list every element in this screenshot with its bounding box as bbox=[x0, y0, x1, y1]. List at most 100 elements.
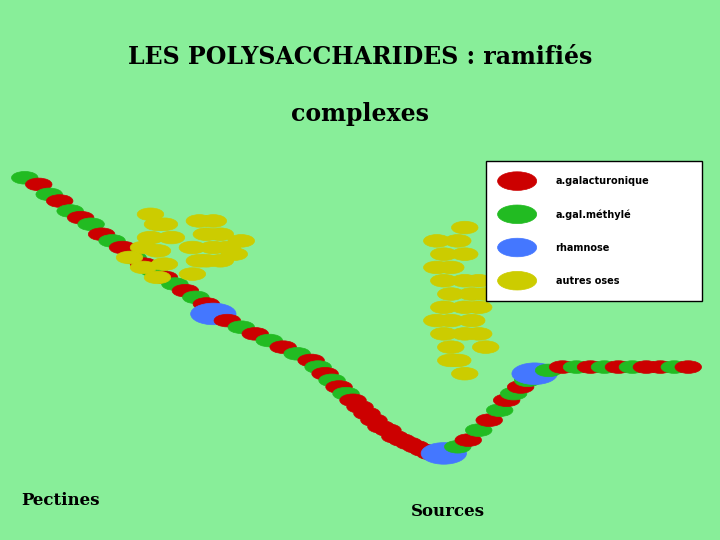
Circle shape bbox=[151, 271, 178, 284]
Circle shape bbox=[431, 248, 457, 260]
Circle shape bbox=[459, 314, 485, 327]
Circle shape bbox=[431, 328, 457, 340]
Circle shape bbox=[193, 254, 220, 267]
Circle shape bbox=[451, 221, 478, 234]
Text: Pectines: Pectines bbox=[22, 492, 100, 509]
Circle shape bbox=[179, 241, 206, 254]
Text: LES POLYSACCHARIDES : ramifiés: LES POLYSACCHARIDES : ramifiés bbox=[128, 45, 592, 69]
Circle shape bbox=[140, 265, 167, 277]
Circle shape bbox=[619, 361, 646, 373]
Circle shape bbox=[325, 381, 352, 393]
Text: a.gal.méthylé: a.gal.méthylé bbox=[556, 209, 631, 220]
Circle shape bbox=[214, 241, 240, 254]
Circle shape bbox=[549, 361, 576, 373]
Circle shape bbox=[508, 381, 534, 393]
Circle shape bbox=[423, 314, 450, 327]
Circle shape bbox=[493, 394, 520, 407]
Circle shape bbox=[382, 430, 408, 443]
Circle shape bbox=[183, 291, 209, 303]
Circle shape bbox=[130, 241, 157, 254]
Circle shape bbox=[487, 404, 513, 416]
Circle shape bbox=[498, 272, 536, 290]
Circle shape bbox=[284, 347, 310, 360]
Circle shape bbox=[591, 361, 618, 373]
Circle shape bbox=[498, 172, 536, 191]
Circle shape bbox=[228, 234, 255, 247]
Circle shape bbox=[605, 361, 631, 373]
Circle shape bbox=[465, 274, 492, 287]
Circle shape bbox=[661, 361, 688, 373]
Circle shape bbox=[472, 341, 499, 354]
Circle shape bbox=[465, 424, 492, 436]
Circle shape bbox=[498, 205, 536, 224]
Circle shape bbox=[172, 285, 199, 297]
Circle shape bbox=[535, 364, 562, 377]
Circle shape bbox=[120, 251, 146, 264]
Text: autres oses: autres oses bbox=[556, 276, 619, 286]
Circle shape bbox=[78, 218, 104, 231]
Circle shape bbox=[333, 387, 359, 400]
Circle shape bbox=[395, 437, 422, 450]
Circle shape bbox=[438, 314, 464, 327]
Circle shape bbox=[214, 314, 240, 327]
Circle shape bbox=[144, 218, 171, 231]
Circle shape bbox=[451, 248, 478, 260]
Circle shape bbox=[162, 278, 188, 291]
Circle shape bbox=[423, 234, 450, 247]
Circle shape bbox=[200, 241, 227, 254]
Circle shape bbox=[130, 261, 157, 274]
Circle shape bbox=[444, 234, 471, 247]
Text: a.galacturonique: a.galacturonique bbox=[556, 176, 649, 186]
Circle shape bbox=[228, 321, 255, 334]
Circle shape bbox=[472, 288, 499, 300]
Circle shape bbox=[354, 407, 380, 420]
Circle shape bbox=[151, 218, 178, 231]
Circle shape bbox=[410, 444, 436, 456]
Circle shape bbox=[193, 228, 220, 240]
Circle shape bbox=[347, 401, 373, 413]
Circle shape bbox=[200, 214, 227, 227]
Circle shape bbox=[151, 258, 178, 271]
Circle shape bbox=[563, 361, 590, 373]
Text: rhamnose: rhamnose bbox=[556, 242, 610, 253]
Circle shape bbox=[451, 274, 478, 287]
Circle shape bbox=[36, 188, 63, 201]
Circle shape bbox=[68, 211, 94, 224]
Circle shape bbox=[514, 374, 541, 387]
Circle shape bbox=[438, 261, 464, 274]
Circle shape bbox=[374, 424, 401, 436]
Circle shape bbox=[647, 361, 674, 373]
Circle shape bbox=[423, 261, 450, 274]
Circle shape bbox=[305, 361, 331, 373]
Circle shape bbox=[270, 341, 297, 354]
Circle shape bbox=[421, 443, 467, 464]
Circle shape bbox=[577, 361, 604, 373]
Circle shape bbox=[298, 354, 325, 367]
Circle shape bbox=[319, 374, 346, 387]
Circle shape bbox=[138, 208, 163, 221]
Circle shape bbox=[186, 214, 212, 227]
Circle shape bbox=[633, 361, 660, 373]
Circle shape bbox=[242, 328, 269, 340]
Circle shape bbox=[451, 367, 478, 380]
Circle shape bbox=[130, 258, 157, 271]
Circle shape bbox=[46, 195, 73, 207]
Circle shape bbox=[179, 268, 206, 280]
Circle shape bbox=[444, 441, 471, 453]
Circle shape bbox=[498, 238, 536, 257]
Circle shape bbox=[144, 245, 171, 257]
Circle shape bbox=[500, 387, 527, 400]
Circle shape bbox=[389, 434, 415, 447]
Circle shape bbox=[138, 231, 163, 244]
Circle shape bbox=[99, 234, 125, 247]
Circle shape bbox=[465, 301, 492, 314]
Circle shape bbox=[459, 288, 485, 300]
Circle shape bbox=[465, 328, 492, 340]
Circle shape bbox=[158, 231, 185, 244]
Circle shape bbox=[57, 205, 84, 217]
Text: complexes: complexes bbox=[291, 102, 429, 126]
Circle shape bbox=[451, 301, 478, 314]
Circle shape bbox=[207, 254, 233, 267]
Circle shape bbox=[191, 303, 236, 325]
Circle shape bbox=[193, 298, 220, 310]
